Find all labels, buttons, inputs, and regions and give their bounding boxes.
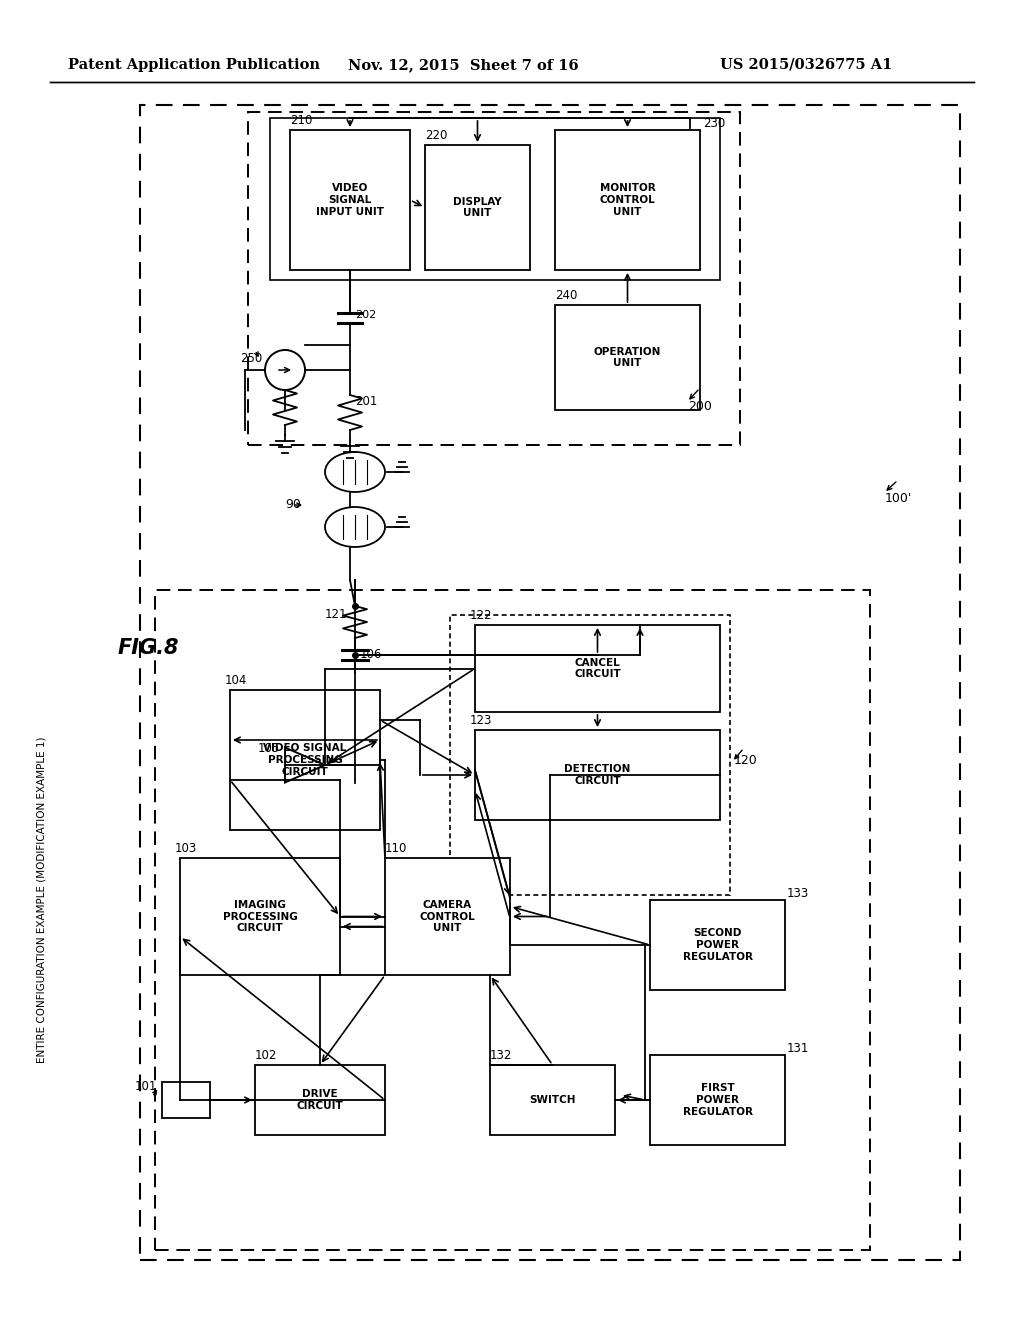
Text: 200: 200 — [688, 400, 712, 413]
Bar — [475, 624, 720, 711]
Text: US 2015/0326775 A1: US 2015/0326775 A1 — [720, 58, 892, 73]
Text: 106: 106 — [360, 648, 382, 661]
Text: CANCEL
CIRCUIT: CANCEL CIRCUIT — [574, 657, 621, 680]
Bar — [180, 858, 340, 975]
Text: SECOND
POWER
REGULATOR: SECOND POWER REGULATOR — [683, 928, 753, 961]
Text: VIDEO SIGNAL
PROCESSING
CIRCUIT: VIDEO SIGNAL PROCESSING CIRCUIT — [263, 743, 347, 776]
Ellipse shape — [325, 451, 385, 492]
Text: DISPLAY
UNIT: DISPLAY UNIT — [454, 197, 502, 218]
Text: 110: 110 — [385, 842, 408, 855]
Bar — [290, 129, 410, 271]
Bar — [490, 1065, 615, 1135]
Text: 120: 120 — [734, 754, 758, 767]
Bar — [270, 117, 720, 280]
Bar — [475, 730, 720, 820]
Bar — [555, 305, 700, 411]
Text: 104: 104 — [225, 675, 248, 686]
Text: 100': 100' — [885, 492, 912, 506]
Bar — [555, 129, 700, 271]
Text: 250: 250 — [240, 352, 262, 366]
Text: OPERATION
UNIT: OPERATION UNIT — [594, 347, 662, 368]
Bar — [155, 590, 870, 1250]
Text: 230: 230 — [703, 117, 725, 129]
Text: DETECTION
CIRCUIT: DETECTION CIRCUIT — [564, 764, 631, 785]
Text: 201: 201 — [355, 395, 378, 408]
Text: 90: 90 — [285, 499, 301, 511]
Text: 101: 101 — [134, 1081, 157, 1093]
Text: Patent Application Publication: Patent Application Publication — [68, 58, 319, 73]
Text: ENTIRE CONFIGURATION EXAMPLE (MODIFICATION EXAMPLE 1): ENTIRE CONFIGURATION EXAMPLE (MODIFICATI… — [37, 737, 47, 1063]
Text: SWITCH: SWITCH — [529, 1096, 575, 1105]
Bar — [450, 615, 730, 895]
Text: 131: 131 — [787, 1041, 809, 1055]
Text: 220: 220 — [425, 129, 447, 143]
Text: 102: 102 — [255, 1049, 278, 1063]
Text: 122: 122 — [470, 609, 493, 622]
Text: 210: 210 — [290, 114, 312, 127]
Text: FIG.8: FIG.8 — [118, 638, 179, 657]
Bar — [425, 145, 530, 271]
Text: IMAGING
PROCESSING
CIRCUIT: IMAGING PROCESSING CIRCUIT — [222, 900, 297, 933]
Text: 123: 123 — [470, 714, 493, 727]
Text: Nov. 12, 2015  Sheet 7 of 16: Nov. 12, 2015 Sheet 7 of 16 — [348, 58, 579, 73]
Text: CAMERA
CONTROL
UNIT: CAMERA CONTROL UNIT — [420, 900, 475, 933]
Text: 133: 133 — [787, 887, 809, 900]
Text: DRIVE
CIRCUIT: DRIVE CIRCUIT — [297, 1089, 343, 1111]
Bar — [140, 106, 961, 1261]
Bar — [248, 112, 740, 445]
Text: 202: 202 — [355, 310, 376, 319]
Text: 132: 132 — [490, 1049, 512, 1063]
Text: MONITOR
CONTROL
UNIT: MONITOR CONTROL UNIT — [600, 183, 655, 216]
Bar — [162, 1082, 210, 1118]
Bar — [255, 1065, 385, 1135]
Text: FIRST
POWER
REGULATOR: FIRST POWER REGULATOR — [683, 1084, 753, 1117]
Text: 105: 105 — [258, 742, 280, 755]
Text: 121: 121 — [325, 609, 347, 620]
Bar — [650, 900, 785, 990]
Bar — [385, 858, 510, 975]
Bar — [650, 1055, 785, 1144]
Bar — [230, 690, 380, 830]
Text: 103: 103 — [175, 842, 198, 855]
Text: 240: 240 — [555, 289, 578, 302]
Ellipse shape — [325, 507, 385, 546]
Text: VIDEO
SIGNAL
INPUT UNIT: VIDEO SIGNAL INPUT UNIT — [316, 183, 384, 216]
